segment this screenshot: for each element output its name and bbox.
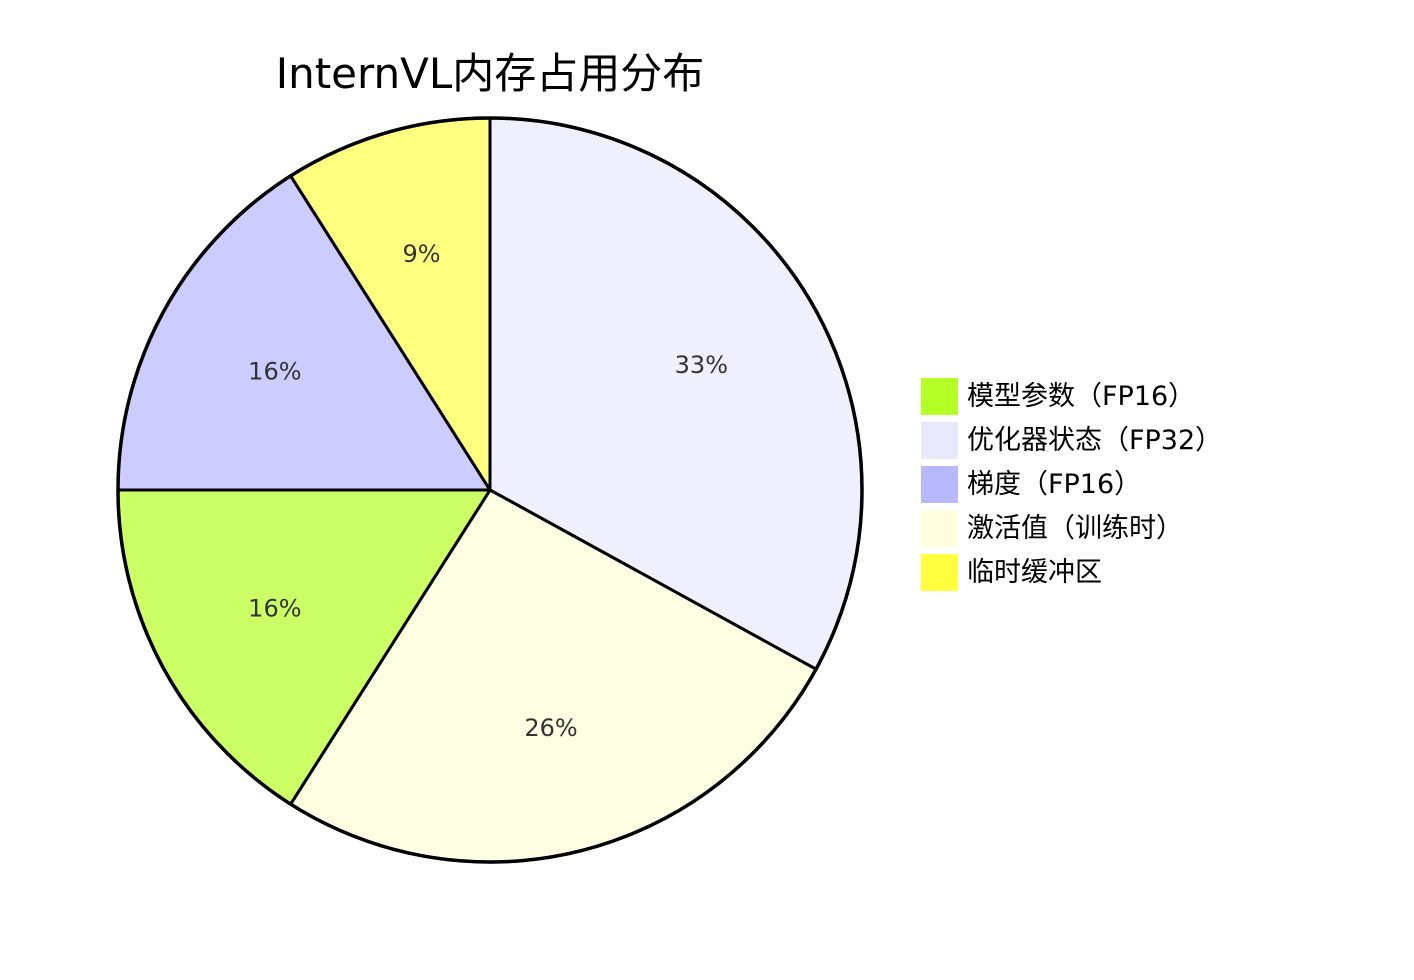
legend-swatch [921,422,958,459]
pie-outline [116,116,864,864]
slice-percent-label: 26% [524,714,577,742]
slice-percent-label: 16% [248,358,301,386]
slice-percent-label: 16% [248,594,301,622]
slice-percent-label: 9% [402,240,440,268]
legend-label: 梯度（FP16） [967,469,1141,500]
pie-slices [116,116,864,864]
chart-title: InternVL内存占用分布 [276,49,705,98]
legend-label: 临时缓冲区 [967,557,1102,588]
pie-slice-labels: 33% 26% 16% 16% 9% [248,240,728,742]
legend-swatch [921,378,958,415]
legend-swatch [921,466,958,503]
slice-percent-label: 33% [675,351,728,379]
legend-label: 激活值（训练时） [967,513,1183,544]
legend-label: 优化器状态（FP32） [967,425,1222,456]
legend-swatch [921,510,958,547]
legend: 模型参数（FP16） 优化器状态（FP32） 梯度（FP16） 激活值（训练时） 临时缓… [921,378,1222,591]
legend-label: 模型参数（FP16） [967,381,1195,412]
legend-swatch [921,554,958,591]
